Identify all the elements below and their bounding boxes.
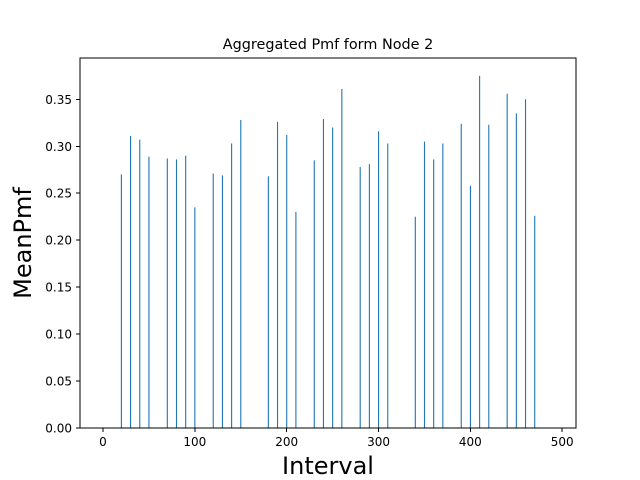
bar-120	[212, 173, 214, 428]
plot-area-frame	[79, 57, 577, 429]
y-tick-label: 0.00	[45, 422, 72, 436]
x-axis-label: Interval	[282, 452, 374, 480]
bar-240	[322, 119, 325, 428]
bar-420	[488, 124, 490, 429]
bar-280	[359, 166, 361, 428]
bar-200	[286, 135, 288, 428]
bar-230	[313, 160, 315, 429]
chart-title: Aggregated Pmf form Node 2	[223, 37, 433, 53]
bar-140	[231, 143, 233, 428]
y-tick-label: 0.10	[45, 328, 72, 342]
y-tick-label: 0.20	[45, 234, 72, 248]
bar-460	[524, 99, 527, 428]
y-axis-label: MeanPmf	[9, 187, 37, 299]
bar-310	[387, 143, 389, 428]
bar-340	[414, 216, 416, 428]
x-tick-label: 300	[367, 435, 390, 449]
bar-20	[120, 174, 122, 428]
bar-90	[185, 155, 187, 428]
x-tick-label: 400	[459, 435, 482, 449]
bar-30	[130, 135, 132, 428]
bar-370	[442, 143, 444, 428]
bar-390	[460, 123, 462, 429]
bar-440	[506, 93, 508, 428]
y-tick-label: 0.30	[45, 140, 72, 154]
bar-100	[194, 207, 196, 428]
x-tick-label: 200	[275, 435, 298, 449]
bar-50	[148, 156, 150, 428]
x-tick-label: 0	[99, 435, 107, 449]
bar-450	[515, 113, 517, 428]
bar-300	[378, 131, 380, 428]
y-tick-label: 0.15	[45, 281, 72, 295]
bar-80	[175, 159, 178, 429]
y-tick-label: 0.05	[45, 375, 72, 389]
bar-250	[332, 127, 334, 429]
bar-180	[267, 176, 269, 428]
bar-130	[221, 175, 223, 428]
bar-210	[295, 212, 297, 428]
bar-150	[240, 119, 242, 428]
bar-410	[479, 75, 481, 428]
y-axis-ticks: 0.00 0.05 0.10 0.15 0.20 0.25 0.30 0.35	[45, 93, 80, 436]
x-tick-label: 500	[551, 435, 574, 449]
bar-260	[341, 88, 343, 429]
bar-360	[433, 159, 435, 429]
bar-70	[166, 158, 168, 429]
x-tick-label: 100	[183, 435, 206, 449]
bar-400	[469, 185, 471, 428]
bar-350	[423, 141, 426, 428]
bar-40	[139, 139, 141, 428]
bars-group	[120, 75, 536, 429]
bar-290	[368, 164, 370, 428]
x-axis-ticks: 0 100 200 300 400 500	[99, 428, 574, 449]
y-tick-label: 0.25	[45, 187, 72, 201]
bar-470	[534, 215, 536, 428]
bar-190	[276, 121, 279, 429]
y-tick-label: 0.35	[45, 93, 72, 107]
